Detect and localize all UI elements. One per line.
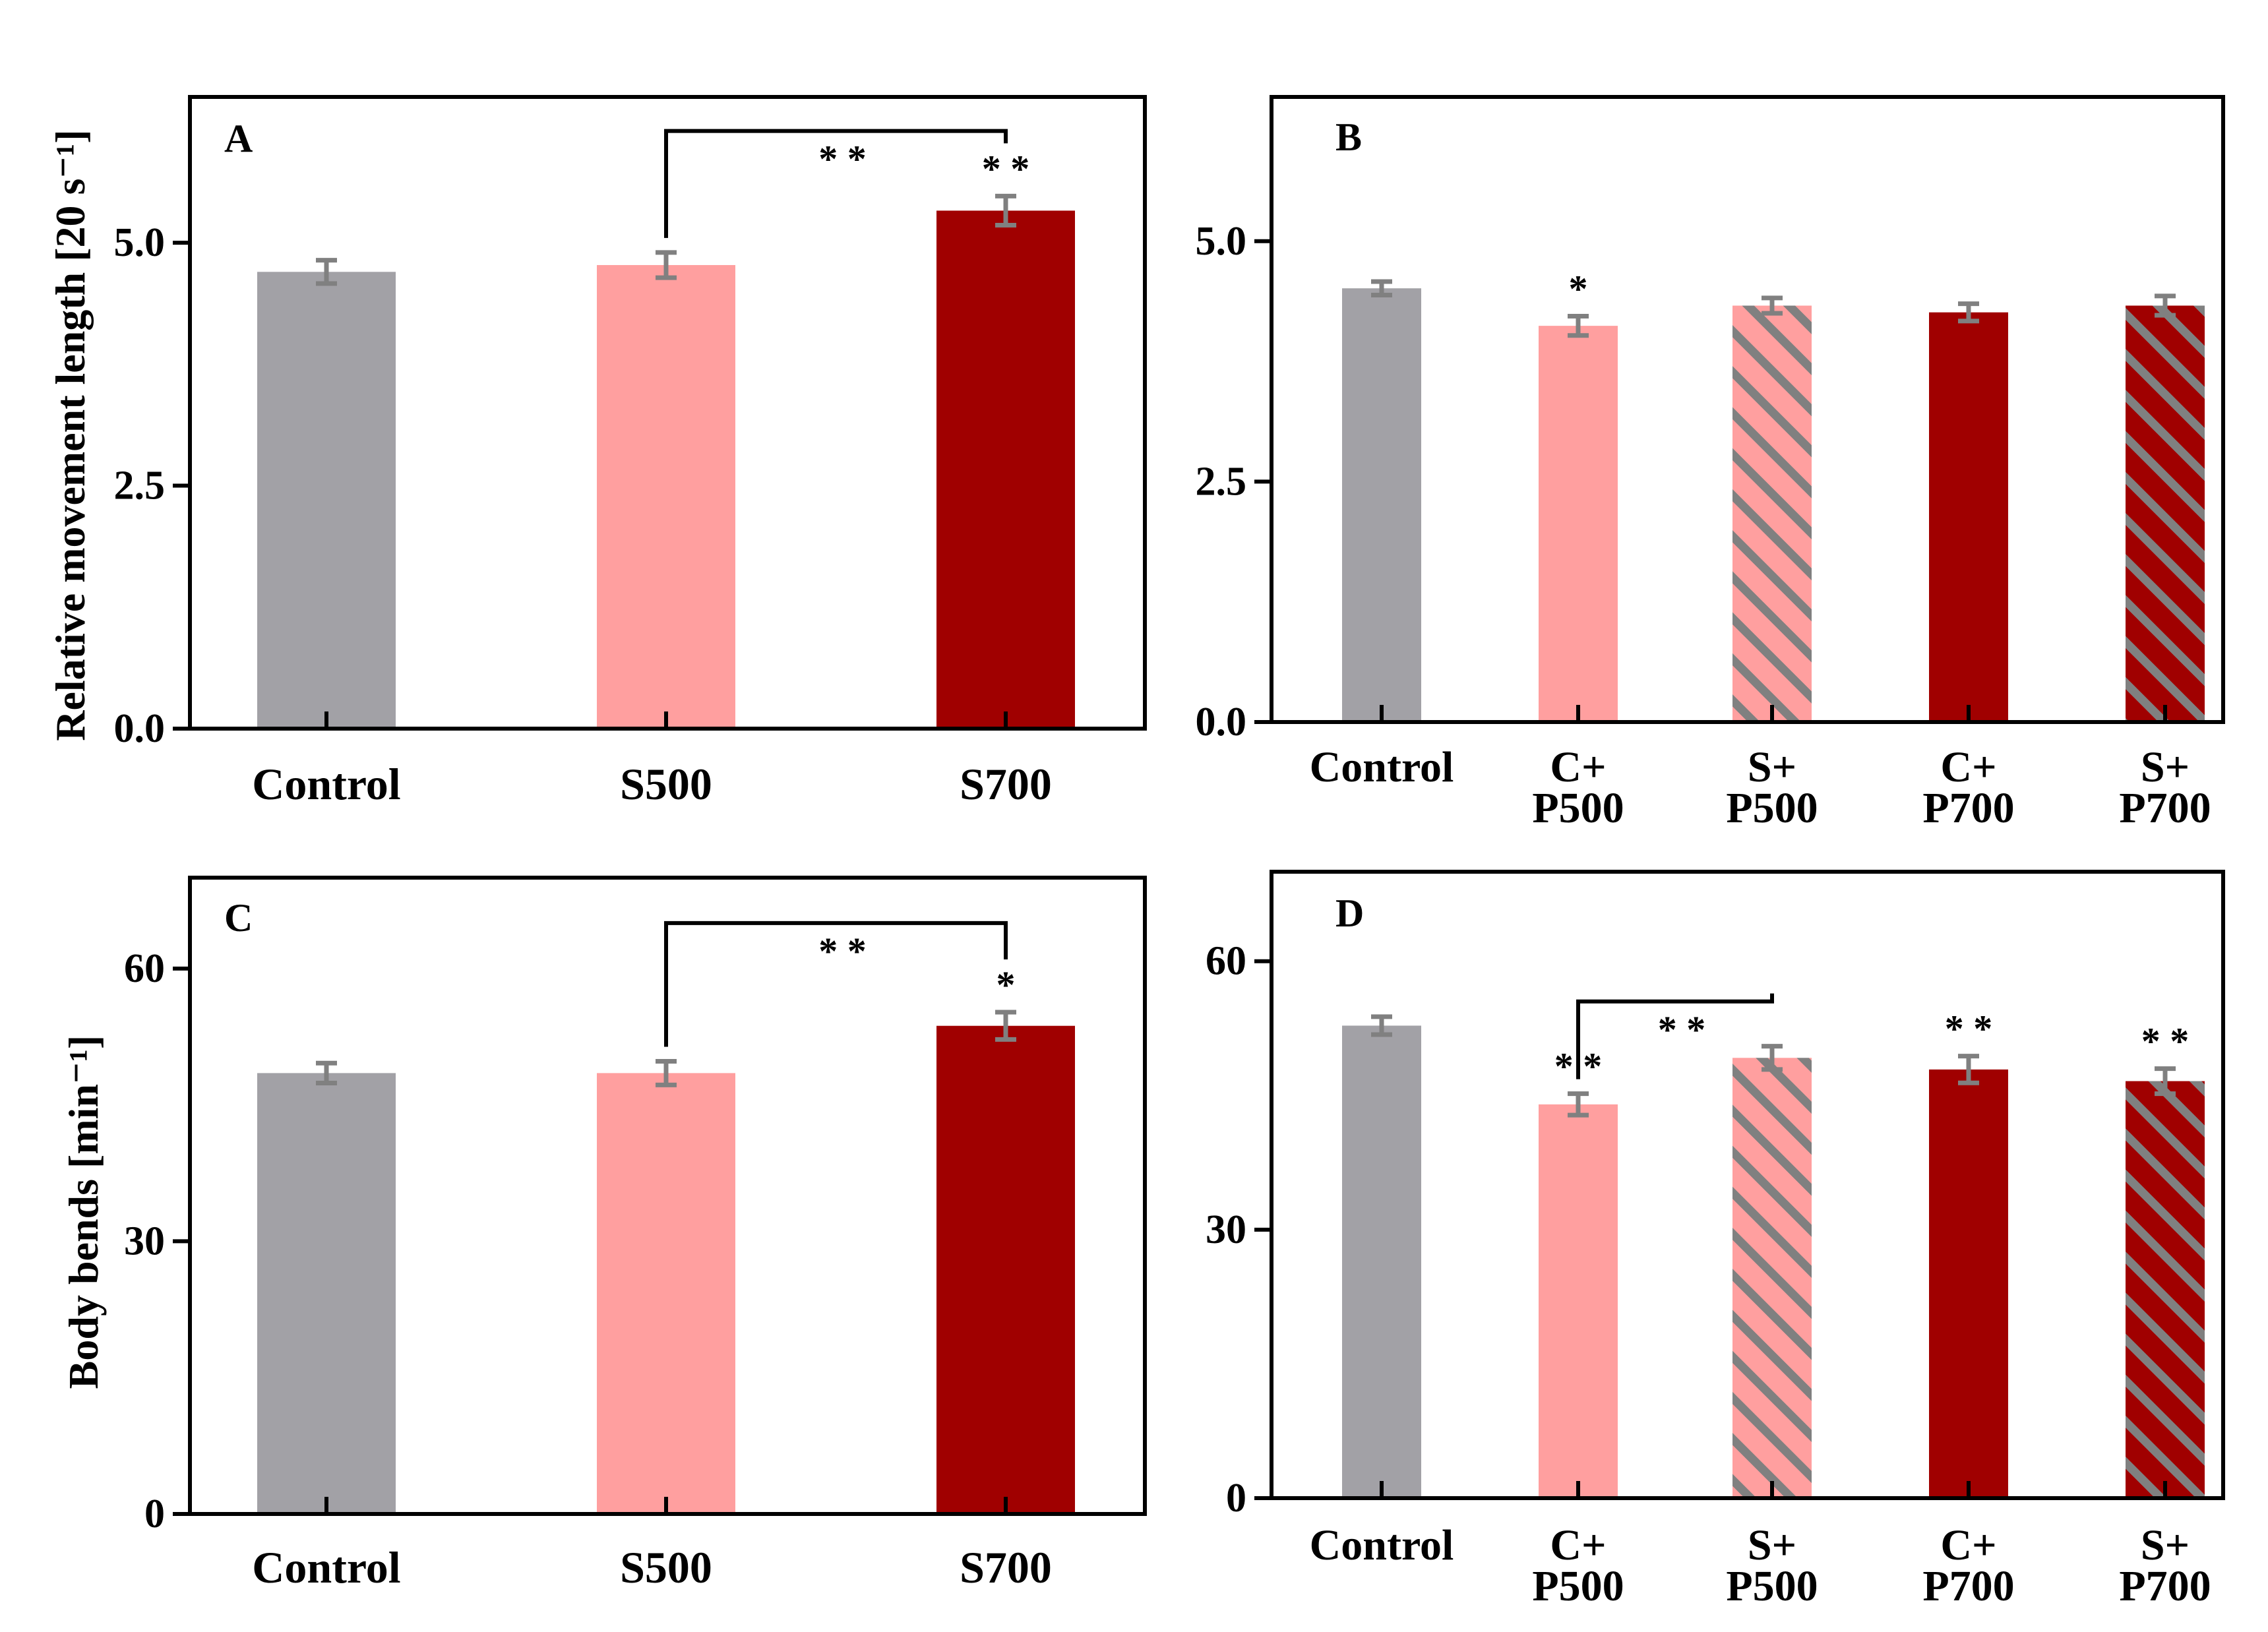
category-label-d-3-line1: P700 — [1922, 1562, 2014, 1610]
y-axis-label-a: Relative movement length [20 s⁻¹] — [47, 129, 94, 740]
category-label-b-4-line1: P700 — [2119, 784, 2211, 832]
bar-b-0 — [1342, 288, 1421, 722]
category-label-c-2: S700 — [960, 1542, 1052, 1592]
y-tick-label-a-0: 0.0 — [114, 706, 166, 751]
significance-mark-a-0: * * — [982, 147, 1030, 190]
bar-d-4 — [2126, 1081, 2205, 1498]
error-bar-c-0 — [316, 1060, 337, 1086]
y-tick-label-b-0: 0.0 — [1196, 700, 1247, 744]
category-label-b-2-line1: P500 — [1726, 784, 1818, 832]
category-label-d-1-line1: P500 — [1532, 1562, 1624, 1610]
comparison-bracket-c-0 — [664, 921, 1008, 1047]
comparison-bracket-a-0 — [664, 129, 1008, 238]
y-tick-label-c-0: 0 — [144, 1492, 165, 1536]
bracket-label-d-0: * * — [1658, 1008, 1706, 1051]
bar-d-3 — [1929, 1069, 2008, 1498]
category-label-b-0: Control — [1310, 743, 1454, 791]
bar-c-0 — [257, 1073, 396, 1514]
category-label-b-1-line1: P500 — [1532, 784, 1624, 832]
y-tick-label-d-2: 60 — [1206, 939, 1246, 984]
significance-mark-d-2: * * — [2141, 1020, 2190, 1063]
bar-d-0 — [1342, 1025, 1421, 1498]
plot-frame-c — [188, 876, 1147, 1516]
error-bar-d-4 — [2155, 1066, 2176, 1097]
y-tick-label-b-1: 2.5 — [1196, 459, 1247, 504]
category-label-d-2-line0: S+ — [1748, 1521, 1796, 1569]
panel-a: Relative movement length [20 s⁻¹] A 0.0 2… — [47, 95, 1147, 809]
y-tick-label-b-2: 5.0 — [1196, 219, 1247, 264]
category-label-d-4-line0: S+ — [2141, 1521, 2190, 1569]
bar-a-1 — [597, 264, 735, 729]
error-bar-b-4 — [2155, 293, 2176, 318]
error-bar-b-2 — [1762, 295, 1783, 316]
plot-frame-a — [188, 95, 1147, 731]
category-label-b-1-line0: C+ — [1550, 743, 1606, 791]
error-bar-d-0 — [1371, 1014, 1392, 1037]
error-bar-c-2 — [995, 1010, 1016, 1042]
y-tick-label-d-1: 30 — [1206, 1207, 1246, 1252]
category-label-a-2: S700 — [960, 759, 1052, 809]
category-label-b-2-line0: S+ — [1748, 743, 1796, 791]
error-bar-a-0 — [316, 258, 337, 286]
error-bar-d-3 — [1958, 1054, 1979, 1085]
bracket-label-c-0: * * — [818, 930, 867, 973]
plot-area-a: 0.0 2.5 5.0 Control S500 S700 * * * * — [114, 129, 1075, 809]
y-tick-label-a-2: 5.0 — [114, 220, 166, 265]
bracket-label-a-0: * * — [818, 138, 867, 181]
category-label-c-1: S500 — [620, 1542, 712, 1592]
error-bar-c-1 — [656, 1058, 677, 1087]
error-bar-a-1 — [656, 250, 677, 280]
category-label-b-4-line0: S+ — [2141, 743, 2190, 791]
category-label-d-1-line0: C+ — [1550, 1521, 1606, 1569]
panel-label-a: A — [224, 117, 253, 160]
y-tick-label-c-2: 60 — [124, 946, 165, 991]
y-tick-label-c-1: 30 — [124, 1219, 165, 1263]
plot-frame-b — [1270, 95, 2225, 724]
bar-b-2 — [1732, 305, 1812, 722]
error-bar-a-2 — [995, 193, 1016, 228]
panel-c: Body bends [min⁻¹] C 0 30 60 Control S500 S70… — [60, 876, 1147, 1592]
bar-c-1 — [597, 1073, 735, 1514]
panel-label-c: C — [224, 896, 253, 940]
category-label-b-3-line1: P700 — [1922, 784, 2014, 832]
significance-mark-c-0: * — [996, 963, 1016, 1006]
error-bar-d-2 — [1762, 1044, 1783, 1072]
plot-area-c: 0 30 60 Control S500 S700 * * * — [124, 921, 1075, 1592]
y-axis-label-c: Body bends [min⁻¹] — [60, 1035, 107, 1389]
error-bar-b-1 — [1568, 314, 1589, 338]
bar-a-2 — [936, 210, 1075, 729]
y-tick-label-a-1: 2.5 — [114, 464, 166, 508]
error-bar-b-0 — [1371, 279, 1392, 297]
y-tick-label-d-0: 0 — [1226, 1476, 1246, 1521]
bar-c-2 — [936, 1025, 1075, 1514]
panel-label-d: D — [1335, 892, 1364, 935]
category-label-b-3-line0: C+ — [1940, 743, 1996, 791]
error-bar-b-3 — [1958, 301, 1979, 324]
bar-d-1 — [1539, 1104, 1618, 1498]
bar-a-0 — [257, 272, 396, 729]
significance-mark-b-0: * — [1569, 268, 1588, 311]
bar-b-3 — [1929, 312, 2008, 722]
category-label-a-0: Control — [252, 759, 400, 809]
plot-frame-d — [1270, 870, 2225, 1500]
error-bar-d-1 — [1568, 1091, 1589, 1118]
comparison-bracket-d-0 — [1576, 993, 1774, 1079]
category-label-d-4-line1: P700 — [2119, 1562, 2211, 1610]
category-label-d-2-line1: P500 — [1726, 1562, 1818, 1610]
significance-mark-d-1: * * — [1945, 1008, 1993, 1050]
bar-b-4 — [2126, 305, 2205, 722]
category-label-c-0: Control — [252, 1542, 400, 1592]
bar-b-1 — [1539, 326, 1618, 722]
category-label-d-0: Control — [1310, 1521, 1454, 1569]
panel-label-b: B — [1335, 115, 1362, 159]
category-label-d-3-line0: C+ — [1940, 1521, 1996, 1569]
category-label-a-1: S500 — [620, 759, 712, 809]
bar-d-2 — [1732, 1058, 1812, 1498]
